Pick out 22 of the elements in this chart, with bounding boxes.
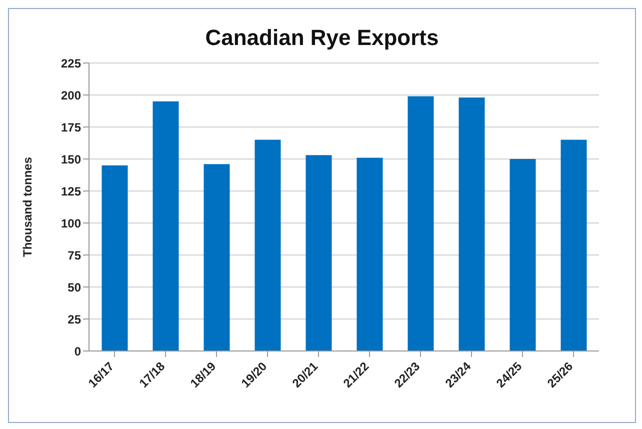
y-tick-label: 200 <box>60 88 82 102</box>
bar <box>306 155 332 351</box>
y-tick-label: 0 <box>74 344 82 358</box>
bar <box>102 165 128 351</box>
y-tick-label: 50 <box>68 280 82 294</box>
bar <box>356 158 383 351</box>
bar <box>560 140 587 351</box>
y-axis-title: Thousand tonnes <box>20 156 34 257</box>
y-tick-label: 150 <box>60 152 82 166</box>
bar <box>152 101 179 351</box>
bar <box>408 96 434 351</box>
bar <box>254 140 281 351</box>
chart-title: Canadian Rye Exports <box>204 25 440 51</box>
y-tick-label: 100 <box>60 216 82 230</box>
bar <box>204 164 230 351</box>
bar <box>510 159 536 351</box>
y-tick-label: 25 <box>68 312 82 326</box>
y-tick-label: 75 <box>68 248 82 262</box>
y-tick-label: 175 <box>60 120 82 134</box>
y-tick-label: 125 <box>60 184 82 198</box>
bar <box>458 98 485 351</box>
y-tick-label: 225 <box>60 56 82 70</box>
